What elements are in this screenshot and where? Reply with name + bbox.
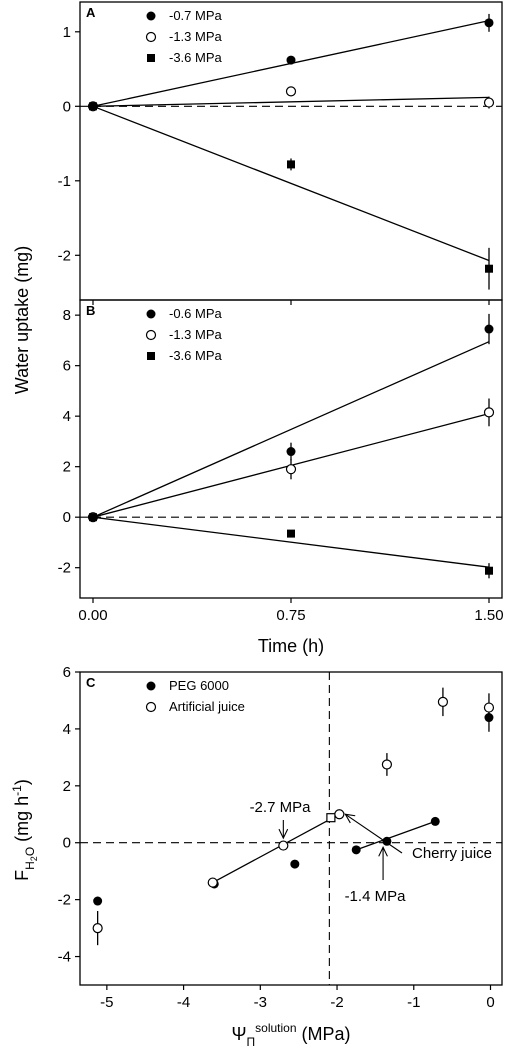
panel-c-data-point	[351, 845, 361, 855]
panel-c-annotation-label: -1.4 MPa	[345, 888, 407, 905]
panel-b-x-tick-label: 0.75	[276, 607, 305, 624]
panel-c-legend-label: PEG 6000	[169, 678, 229, 693]
panel-a-data-point	[89, 102, 97, 111]
panel-c-y-axis-label: FH2O (mg h-1)	[10, 779, 39, 881]
panel-c-data-point	[278, 840, 289, 851]
panel-a-legend-label: -3.6 MPa	[169, 50, 223, 65]
panel-c-x-tick-label: 0	[486, 994, 494, 1011]
panel-c-y-tick-label: 6	[63, 664, 71, 681]
panel-c-legend-label: Artificial juice	[169, 699, 245, 714]
panel-c-data-point	[382, 836, 392, 846]
panel-c-x-tick-label: -1	[407, 994, 420, 1011]
panel-b-letter: B	[86, 303, 95, 318]
panel-b-y-tick-label: -2	[58, 560, 71, 577]
panel-a-data-point	[287, 160, 295, 169]
panel-c-x-tick-label: -4	[177, 994, 190, 1011]
panel-c-data-point	[334, 809, 345, 820]
panel-c-annotation-arrowhead	[378, 846, 388, 857]
panel-a-legend-label: -1.3 MPa	[169, 29, 223, 44]
panel-c-y-tick-label: -4	[58, 949, 71, 966]
panel-a-y-tick-label: 0	[63, 98, 71, 115]
panel-c-annotation-arrowhead	[344, 813, 356, 824]
panel-c-frame	[79, 671, 503, 986]
panel-c-x-axis-label: ΨΠsolution (MPa)	[231, 1021, 350, 1049]
panel-b-data-point	[485, 566, 493, 575]
panel-a-fit-line	[92, 105, 490, 262]
panel-a-data-point	[485, 264, 493, 273]
panel-c-x-tick-label: -2	[330, 994, 343, 1011]
panel-c-data-point	[92, 922, 103, 934]
panel-a-frame	[79, 1, 503, 301]
panel-c-data-point	[381, 759, 393, 770]
panel-c-data-point	[207, 877, 218, 888]
panel-b-legend-marker	[147, 352, 155, 360]
panel-a-y-tick-label: -1	[58, 173, 71, 190]
panel-b-x-tick-label: 1.50	[474, 607, 503, 624]
panel-c-x-tick-label: -5	[100, 994, 113, 1011]
panel-c-chart: -4 -2 0 2 4 6 -5 -4 -3 -2 -1 0 C PEG 6000 Artificial j…	[10, 664, 503, 1049]
panel-b-fit-line	[92, 341, 490, 518]
panel-c-x-tick-label: -3	[254, 994, 267, 1011]
panel-b-fit-line	[92, 516, 490, 568]
panel-b-legend-marker	[145, 329, 157, 341]
panel-c-data-point	[290, 859, 300, 869]
panel-a-data-point	[286, 55, 296, 65]
panel-b-data-point	[285, 464, 297, 475]
panel-c-data-point	[430, 816, 440, 826]
panel-b-y-tick-label: 6	[63, 358, 71, 375]
panel-c-legend-marker	[146, 681, 156, 691]
panel-a-legend-label: -0.7 MPa	[169, 8, 223, 23]
panel-a-data-point	[484, 18, 494, 28]
panel-c-y-tick-label: 4	[63, 721, 71, 738]
panel-b-data-point	[287, 529, 295, 538]
panel-c-data-point	[483, 702, 495, 713]
panel-a-y-tick-label: -2	[58, 247, 71, 264]
panel-a-chart: -2 -1 0 1A -0.7 MPa -1.3 MPa -3.6 MPa	[58, 1, 503, 305]
panel-b-x-tick-label: 0.00	[78, 607, 107, 624]
shared-y-axis-label: Water uptake (mg)	[12, 246, 32, 394]
panel-b-legend-label: -0.6 MPa	[169, 306, 223, 321]
panel-c-annotation-arrowhead	[278, 828, 289, 840]
panel-c-annotation-arrow	[345, 813, 403, 854]
panel-b-y-tick-label: 2	[63, 459, 71, 476]
panel-a-letter: A	[86, 5, 96, 20]
panel-a-fit-line	[92, 96, 490, 107]
panel-b-legend-label: -1.3 MPa	[169, 327, 223, 342]
panel-b-y-tick-label: 0	[63, 509, 71, 526]
panel-c-data-point	[93, 896, 103, 906]
panel-a-legend-marker	[145, 31, 157, 43]
panel-c-y-tick-label: 2	[63, 778, 71, 795]
panel-c-fit-line	[355, 820, 436, 851]
panel-a-data-point	[285, 86, 297, 97]
panel-c-data-point	[437, 696, 449, 707]
panel-b-legend-marker	[146, 309, 156, 319]
panel-a-legend-marker	[147, 54, 155, 62]
panel-b-x-axis-label: Time (h)	[258, 636, 324, 656]
panel-b-data-point	[483, 407, 495, 418]
panel-c-legend-marker	[145, 701, 157, 713]
panel-b-data-point	[286, 447, 296, 457]
panel-c-annotation-label: Cherry juice	[412, 845, 492, 862]
panel-b-y-tick-label: 8	[63, 307, 71, 324]
panel-c-y-tick-label: -2	[58, 892, 71, 909]
panel-c-annotation-label: -2.7 MPa	[250, 799, 312, 816]
panel-b-y-tick-label: 4	[63, 408, 71, 425]
panel-b-legend-label: -3.6 MPa	[169, 348, 223, 363]
panel-c-fit-line	[212, 813, 340, 884]
panel-b-chart: -2 0 2 4 6 8 0.00 0.75 1.50 B -0.6 MPa -1.3 MPa -3.6…	[58, 299, 504, 656]
panel-c-y-tick-label: 0	[63, 835, 71, 852]
panel-a-y-tick-label: 1	[63, 24, 71, 41]
panel-c-data-point	[326, 813, 336, 823]
panel-b-data-point	[484, 324, 494, 334]
panel-a-data-point	[483, 97, 495, 108]
panel-c-letter: C	[86, 675, 96, 690]
panel-a-legend-marker	[146, 11, 156, 21]
panel-b-data-point	[89, 513, 97, 522]
